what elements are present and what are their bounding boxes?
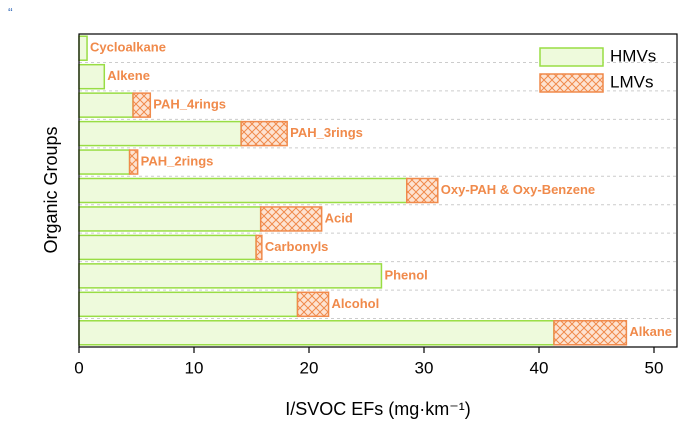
x-tick-label: 0 (74, 358, 83, 377)
legend-swatch (539, 73, 604, 93)
x-tick-label: 40 (530, 358, 549, 377)
bar-segment (240, 120, 288, 147)
bar-segment (78, 263, 383, 289)
bar-segment (553, 320, 628, 346)
bar-label: PAH_3rings (290, 125, 363, 140)
bar-label: PAH_2rings (141, 153, 214, 168)
legend-label: LMVs (610, 72, 653, 91)
bar-label: Phenol (384, 267, 427, 282)
bar-label: Cycloalkane (90, 40, 166, 55)
bar-label: Alkane (629, 324, 672, 339)
plot-frame (78, 33, 678, 348)
bar-label: Oxy-PAH & Oxy-Benzene (441, 182, 595, 197)
x-tick-label: 20 (300, 358, 319, 377)
legend-swatch (539, 47, 604, 67)
bar-label: Alcohol (332, 296, 380, 311)
x-tick-label: 50 (645, 358, 664, 377)
bar-label: Acid (325, 210, 353, 225)
bar-label: Carbonyls (265, 239, 329, 254)
bar-segment (132, 92, 152, 118)
bar-segment (78, 92, 134, 118)
bar-segment (78, 177, 408, 204)
x-tick-label: 30 (415, 358, 434, 377)
bar-segment (78, 291, 299, 318)
x-tick-label: 10 (185, 358, 204, 377)
bar-segment (296, 291, 330, 318)
legend-label: HMVs (610, 46, 656, 65)
bar-label: PAH_4rings (153, 97, 226, 112)
bar-segment (128, 149, 139, 175)
y-axis-title: Organic Groups (41, 126, 61, 253)
bar-segment (78, 63, 106, 90)
bar-segment (78, 35, 88, 61)
bar-segment (78, 120, 242, 147)
bar-segment (78, 149, 131, 175)
bar-segment (78, 320, 555, 346)
bar-segment (78, 234, 257, 261)
bar-segment (78, 206, 262, 232)
bar-label: Alkene (107, 68, 150, 83)
bar-segment (259, 206, 323, 232)
annotation: “ (8, 5, 13, 21)
x-axis-title: I/SVOC EFs (mg·km⁻¹) (285, 399, 471, 419)
bar-segment (406, 177, 439, 204)
bar-segment (255, 234, 263, 261)
